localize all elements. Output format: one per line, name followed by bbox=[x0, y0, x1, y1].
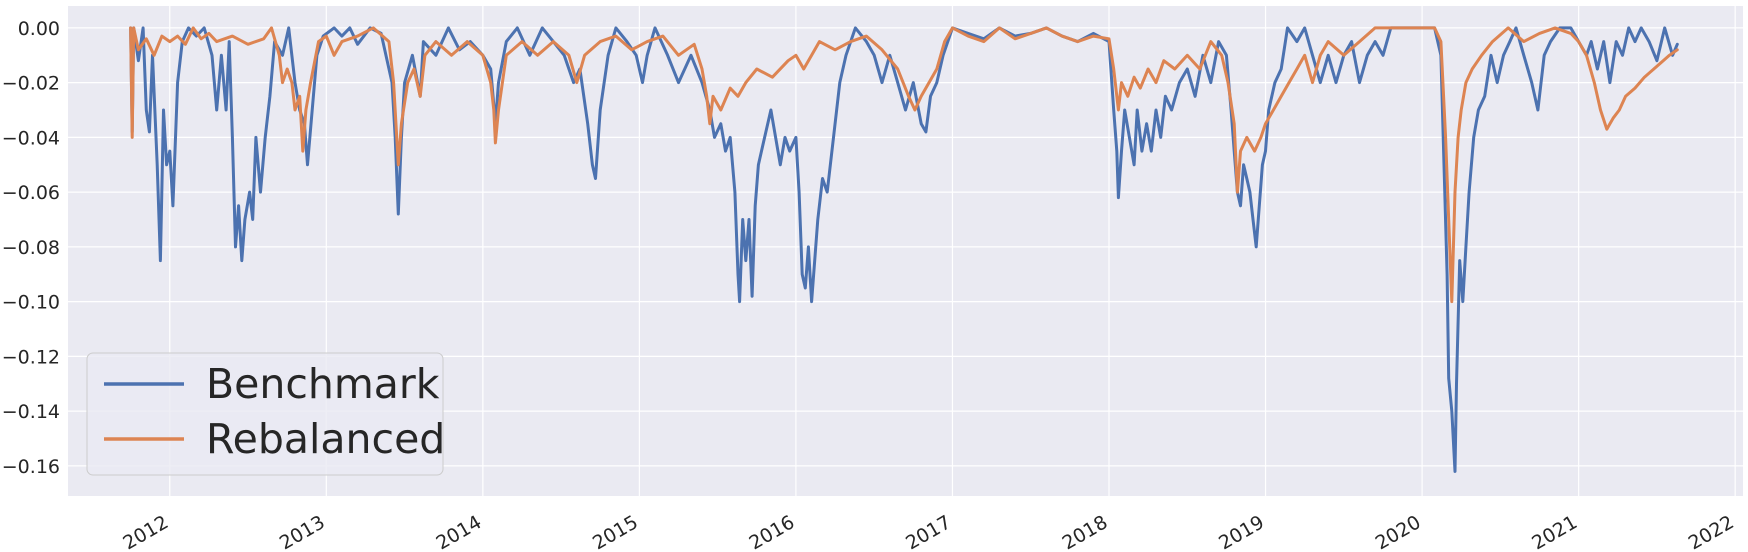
y-tick-label: −0.10 bbox=[2, 292, 60, 314]
y-tick-label: −0.16 bbox=[2, 456, 60, 478]
y-tick-label: 0.00 bbox=[18, 18, 60, 40]
x-tick-label: 2017 bbox=[902, 511, 955, 552]
x-tick-label: 2013 bbox=[276, 511, 329, 552]
series-lines bbox=[129, 26, 1679, 473]
x-tick-label: 2020 bbox=[1372, 511, 1425, 552]
y-tick-label: −0.04 bbox=[2, 127, 60, 149]
x-tick-label: 2014 bbox=[432, 511, 485, 552]
x-tick-label: 2016 bbox=[746, 511, 799, 552]
legend-label-benchmark: Benchmark bbox=[206, 360, 440, 408]
series-line-rebalanced bbox=[129, 26, 1679, 304]
y-tick-label: −0.08 bbox=[2, 237, 60, 259]
legend: Benchmark Rebalanced bbox=[86, 352, 445, 476]
y-tick-label: −0.06 bbox=[2, 182, 60, 204]
x-tick-label: 2021 bbox=[1528, 511, 1581, 552]
x-tick-label: 2019 bbox=[1215, 511, 1268, 552]
y-tick-label: −0.12 bbox=[2, 346, 60, 368]
series-line-benchmark bbox=[129, 26, 1679, 473]
x-tick-label: 2018 bbox=[1059, 511, 1112, 552]
legend-label-rebalanced: Rebalanced bbox=[206, 415, 445, 463]
x-tick-label: 2015 bbox=[589, 511, 642, 552]
x-tick-label: 2022 bbox=[1685, 511, 1738, 552]
y-tick-label: −0.02 bbox=[2, 73, 60, 95]
y-tick-label: −0.14 bbox=[2, 401, 60, 423]
y-axis-ticks: 0.00 −0.02 −0.04 −0.06 −0.08 −0.10 −0.12 −0.14 −… bbox=[2, 18, 60, 478]
x-tick-label: 2012 bbox=[119, 511, 172, 552]
x-axis-ticks: 2012 2013 2014 2015 2016 2017 2018 2019 2020 2021… bbox=[119, 511, 1737, 552]
